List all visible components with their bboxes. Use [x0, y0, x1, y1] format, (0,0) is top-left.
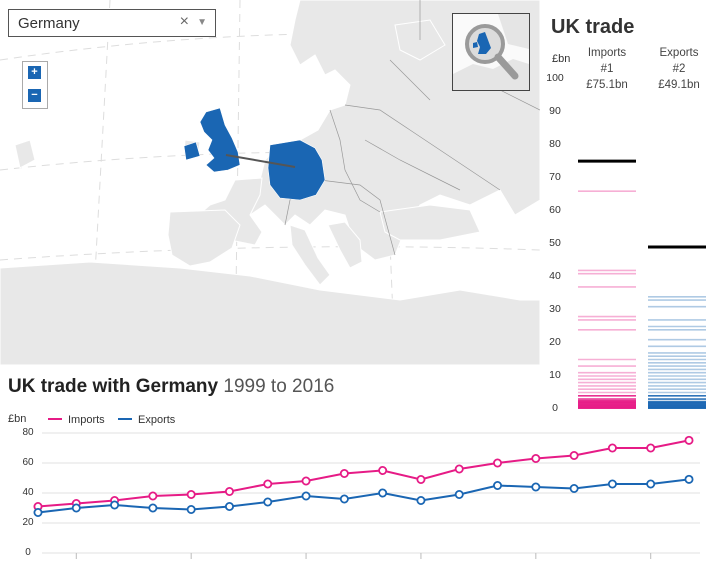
trade-link-line [225, 154, 296, 168]
side-y-tick: 70 [549, 171, 561, 183]
exports-point[interactable] [301, 491, 311, 501]
clear-icon[interactable]: × [179, 13, 189, 30]
side-y-tick: 10 [549, 369, 561, 381]
line-y-tick: 80 [22, 427, 34, 438]
imports-point[interactable] [416, 474, 426, 484]
line-y-tick: 40 [22, 487, 34, 498]
exports-point[interactable] [339, 494, 349, 504]
minimap[interactable] [452, 13, 530, 91]
exports-value: £49.1bn [658, 79, 700, 91]
exports-point[interactable] [33, 507, 43, 517]
legend-exports-label: Exports [138, 414, 176, 426]
line-y-tick: 0 [25, 547, 31, 558]
exports-point[interactable] [186, 504, 196, 514]
exports-point[interactable] [263, 497, 273, 507]
imports-point[interactable] [607, 443, 617, 453]
imports-point[interactable] [531, 453, 541, 463]
exports-point[interactable] [607, 479, 617, 489]
imports-point[interactable] [301, 476, 311, 486]
legend-exports: Exports [118, 414, 175, 426]
chevron-down-icon[interactable]: ▼ [197, 17, 207, 28]
side-y-tick: 100 [546, 72, 564, 84]
exports-rank: #2 [672, 63, 686, 75]
europe-map[interactable]: Germany × ▼ + − [0, 0, 540, 365]
line-chart-title: UK trade with Germany 1999 to 2016 [8, 376, 334, 398]
exports-point[interactable] [569, 483, 579, 493]
exports-point[interactable] [224, 501, 234, 511]
side-panel-unit: £bn [552, 53, 571, 65]
imports-value: £75.1bn [586, 79, 628, 91]
side-y-tick: 90 [549, 105, 561, 117]
legend-imports: Imports [48, 414, 105, 426]
exports-point[interactable] [454, 489, 464, 499]
imports-point[interactable] [493, 458, 503, 468]
imports-line [37, 439, 690, 508]
imports-point[interactable] [454, 464, 464, 474]
exports-point[interactable] [416, 495, 426, 505]
exports-point[interactable] [110, 500, 120, 510]
side-y-tick: 80 [549, 138, 561, 150]
line-chart-unit: £bn [8, 413, 27, 425]
side-y-tick: 40 [549, 270, 561, 282]
exports-point[interactable] [378, 488, 388, 498]
imports-point[interactable] [224, 486, 234, 496]
zoom-out-button[interactable]: − [28, 89, 41, 102]
side-y-tick: 50 [549, 237, 561, 249]
exports-line [37, 478, 690, 514]
exports-point[interactable] [531, 482, 541, 492]
imports-point[interactable] [263, 479, 273, 489]
exports-point[interactable] [646, 479, 656, 489]
legend-imports-swatch [48, 418, 62, 421]
line-y-tick: 20 [22, 517, 34, 528]
side-panel-title: UK trade [551, 16, 635, 38]
exports-header[interactable]: Exports #2 £49.1bn [644, 45, 713, 93]
imports-rank: #1 [600, 63, 614, 75]
imports-header[interactable]: Imports #1 £75.1bn [572, 45, 642, 93]
magnifier-icon [453, 14, 529, 90]
zoom-in-button[interactable]: + [28, 66, 41, 79]
imports-point[interactable] [339, 468, 349, 478]
exports-label: Exports [659, 47, 699, 59]
legend-exports-swatch [118, 418, 132, 421]
line-y-tick: 60 [22, 457, 34, 468]
side-y-tick: 30 [549, 303, 561, 315]
side-y-tick: 20 [549, 336, 561, 348]
line-chart-title-main: UK trade with Germany [8, 376, 219, 397]
legend-imports-label: Imports [68, 414, 105, 426]
exports-point[interactable] [148, 503, 158, 513]
side-y-tick: 60 [549, 204, 561, 216]
imports-point[interactable] [646, 443, 656, 453]
side-y-tick: 0 [552, 402, 558, 414]
imports-point[interactable] [378, 465, 388, 475]
germany-shape[interactable] [267, 139, 326, 201]
imports-point[interactable] [186, 489, 196, 499]
country-select-value: Germany [18, 15, 80, 32]
line-chart-title-years: 1999 to 2016 [223, 376, 335, 397]
exports-point[interactable] [684, 474, 694, 484]
country-select[interactable]: Germany × ▼ [8, 9, 216, 37]
exports-point[interactable] [493, 480, 503, 490]
imports-point[interactable] [148, 491, 158, 501]
imports-point[interactable] [684, 435, 694, 445]
imports-point[interactable] [569, 450, 579, 460]
imports-label: Imports [587, 47, 627, 59]
zoom-control: + − [22, 61, 48, 109]
exports-point[interactable] [71, 503, 81, 513]
